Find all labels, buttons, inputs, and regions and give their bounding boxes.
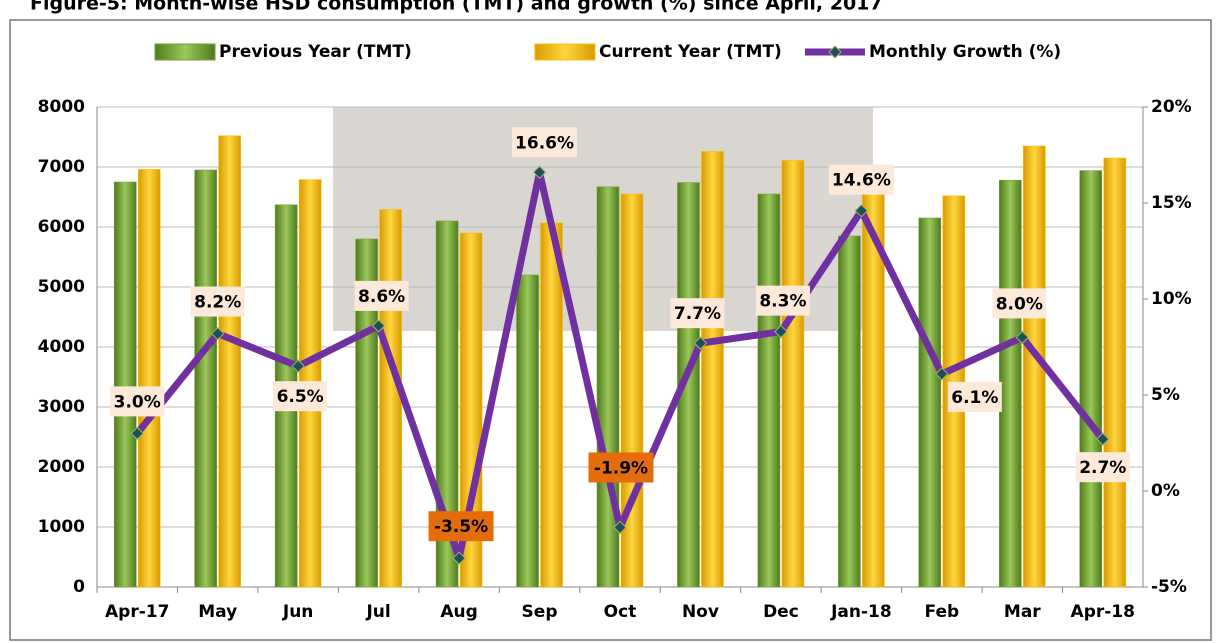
growth-marker [693, 336, 708, 350]
data-label: 3.0% [114, 392, 161, 412]
y-tick-label: 4000 [38, 337, 85, 357]
y-tick-label: 3000 [38, 397, 85, 417]
y2-tick-label: 5% [1151, 385, 1180, 405]
y-tick-label: 0 [73, 577, 85, 597]
bar [781, 160, 805, 588]
bar [1103, 157, 1127, 588]
bar [838, 235, 861, 588]
y-tick-label: 1000 [38, 517, 85, 537]
growth-marker [210, 326, 225, 341]
x-tick-label: Jun [282, 602, 314, 622]
x-tick-label: Jan-18 [830, 602, 892, 622]
growth-marker [291, 359, 305, 373]
data-label-box [1075, 452, 1130, 483]
data-label-box [428, 511, 494, 542]
bar [516, 274, 539, 588]
y-tick-label: 5000 [38, 277, 85, 297]
x-tick-label: May [198, 602, 237, 622]
growth-marker [532, 165, 547, 179]
data-label: 8.6% [358, 287, 405, 307]
bar [701, 151, 724, 588]
data-label-box [588, 452, 654, 483]
data-label-box [190, 286, 245, 317]
x-tick-label: Jul [365, 602, 390, 622]
legend-label: Previous Year (TMT) [219, 42, 412, 62]
growth-marker [613, 520, 627, 535]
bar [137, 169, 161, 588]
growth-marker [854, 203, 869, 218]
growth-marker [452, 551, 466, 565]
y2-tick-label: 0% [1151, 481, 1180, 501]
data-label-box [828, 164, 894, 195]
data-label: 8.3% [759, 292, 806, 312]
data-label: 16.6% [515, 133, 574, 153]
x-tick-label: Aug [440, 602, 477, 622]
bar [540, 222, 563, 588]
bar [379, 209, 402, 588]
data-label: 14.6% [832, 171, 891, 191]
growth-marker [774, 324, 788, 339]
y2-tick-label: 10% [1151, 289, 1192, 309]
y2-tick-label: -5% [1151, 577, 1187, 597]
y-tick-label: 7000 [38, 157, 85, 177]
bar [918, 217, 942, 588]
y2-tick-label: 15% [1151, 193, 1192, 213]
y2-tick-label: 20% [1151, 97, 1192, 117]
data-label: 6.1% [951, 388, 998, 408]
y-tick-label: 6000 [38, 217, 85, 237]
growth-marker [371, 319, 386, 333]
legend-swatch [154, 43, 216, 61]
bar [999, 179, 1022, 588]
x-tick-label: Sep [522, 602, 558, 622]
data-label-box [110, 386, 165, 417]
chart-title: Figure-5: Month-wise HSD consumption (TM… [30, 0, 883, 15]
bar [757, 193, 781, 588]
x-tick-label: Nov [682, 602, 719, 622]
legend-label: Monthly Growth (%) [869, 42, 1061, 62]
x-tick-label: Dec [763, 602, 799, 622]
data-label-box [273, 381, 328, 412]
x-tick-label: Apr-18 [1071, 602, 1135, 622]
bar [677, 182, 700, 588]
data-label-box [992, 288, 1047, 319]
growth-marker [935, 367, 949, 381]
growth-marker [1015, 330, 1030, 345]
bar [218, 135, 241, 588]
bar [194, 169, 217, 588]
bar [459, 232, 483, 588]
x-tick-label: Apr-17 [105, 602, 169, 622]
data-label-box [512, 127, 578, 158]
data-label: 2.7% [1079, 458, 1126, 478]
x-tick-label: Feb [925, 602, 960, 622]
legend-marker [828, 45, 842, 59]
data-label-box [354, 280, 409, 311]
data-label-box [755, 285, 810, 316]
y-tick-label: 8000 [38, 97, 85, 117]
y-tick-label: 2000 [38, 457, 85, 477]
data-label: 7.7% [674, 304, 721, 324]
data-label: 8.0% [996, 294, 1043, 314]
data-label-box [947, 381, 1002, 412]
bar [435, 220, 459, 588]
data-label: -3.5% [434, 517, 488, 537]
bar [1079, 170, 1103, 588]
growth-marker [130, 426, 144, 441]
data-label-box [670, 298, 725, 329]
x-tick-label: Oct [604, 602, 637, 622]
data-label: 8.2% [194, 293, 241, 313]
data-label: 6.5% [277, 387, 324, 407]
bar [113, 181, 137, 588]
x-tick-label: Mar [1004, 602, 1041, 622]
growth-marker [1096, 432, 1110, 446]
legend-swatch [534, 43, 596, 61]
data-label: -1.9% [594, 458, 648, 478]
legend-label: Current Year (TMT) [599, 42, 782, 62]
